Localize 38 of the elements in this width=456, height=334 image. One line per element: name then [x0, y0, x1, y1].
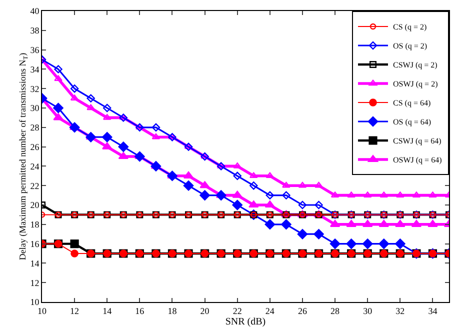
x-tick-label: 30 — [363, 306, 373, 316]
y-tick-label: 14 — [30, 258, 40, 268]
x-tick-label: 10 — [38, 306, 47, 316]
y-tick-label: 40 — [30, 6, 40, 16]
x-tick-label: 32 — [396, 306, 405, 316]
x-tick-label: 28 — [330, 306, 340, 316]
legend-label: OS (q = 64) — [393, 118, 432, 127]
y-tick-label: 28 — [30, 122, 40, 133]
y-tick-label: 20 — [30, 200, 40, 210]
x-tick-label: 24 — [265, 306, 275, 316]
legend-label: OSWJ (q = 2) — [393, 80, 438, 89]
x-tick-label: 18 — [168, 306, 178, 316]
y-tick-label: 10 — [30, 297, 40, 308]
y-tick-label: 12 — [30, 278, 40, 288]
x-tick-label: 14 — [102, 306, 112, 316]
x-tick-label: 26 — [298, 306, 308, 316]
y-tick-label: 30 — [30, 103, 40, 114]
y-tick-label: 34 — [30, 64, 40, 74]
x-tick-label: 20 — [200, 306, 210, 316]
y-tick-label: 16 — [30, 238, 40, 249]
legend-label: OS (q = 2) — [393, 42, 428, 51]
y-tick-label: 38 — [30, 26, 40, 36]
y-tick-label: 36 — [30, 44, 40, 55]
x-tick-label: 22 — [232, 306, 242, 316]
x-tick-label: 34 — [428, 306, 438, 316]
legend-label: CS (q = 2) — [393, 22, 427, 32]
legend-label: OSWJ (q = 64) — [393, 156, 442, 165]
y-tick-label: 26 — [30, 142, 40, 152]
y-tick-label: 18 — [30, 220, 40, 230]
legend-label: CSWJ (q = 2) — [393, 60, 438, 70]
x-tick-label: 16 — [135, 306, 145, 316]
x-tick-label: 12 — [70, 306, 80, 316]
x-axis-title: SNR (dB) — [225, 316, 266, 328]
y-tick-label: 24 — [30, 161, 40, 172]
y-tick-label: 32 — [30, 84, 40, 94]
y-tick-label: 22 — [30, 180, 40, 191]
legend-label: CSWJ (q = 64) — [393, 136, 442, 146]
legend-label: CS (q = 64) — [393, 98, 431, 108]
